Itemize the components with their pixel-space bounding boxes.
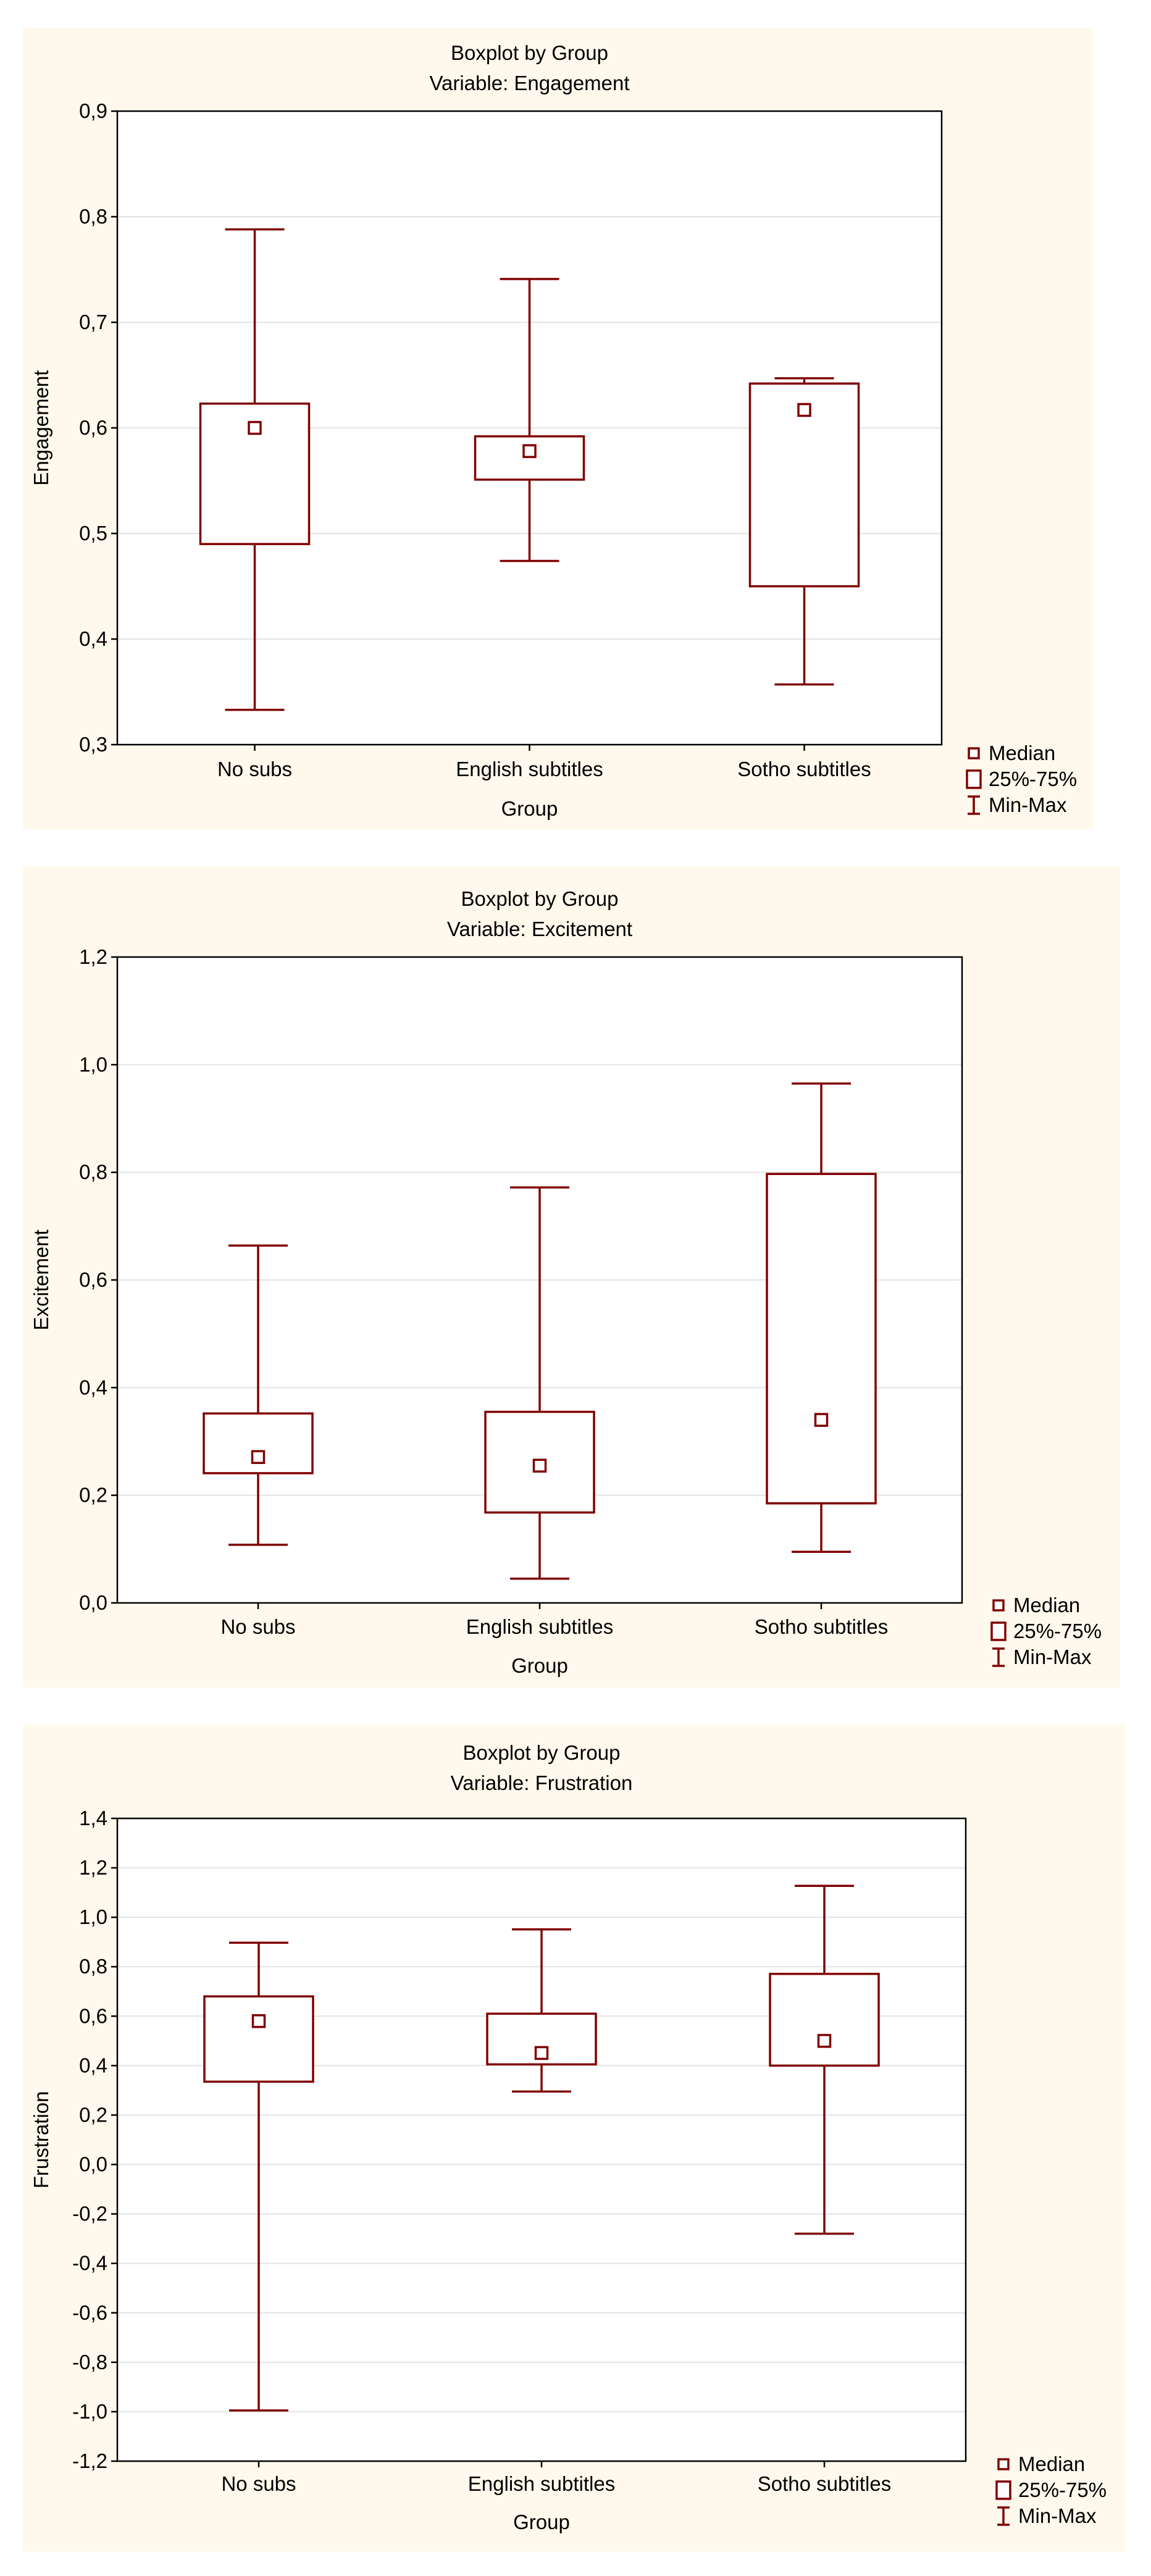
iqr-box [769, 1973, 880, 2067]
y-tick-label: 0,6 [79, 2004, 107, 2027]
y-tick-label: 0,8 [79, 1161, 107, 1184]
box-2 [766, 1082, 877, 1553]
category-label: English subtitles [466, 1615, 613, 1638]
y-axis-label: Frustration [30, 2091, 52, 2189]
y-tick-label: 0,3 [79, 733, 107, 756]
box-1 [484, 1186, 595, 1580]
chart-subtitle: Variable: Frustration [451, 1771, 633, 1794]
category-label: Sotho subtitles [755, 1615, 888, 1638]
y-tick-label: -0,2 [72, 2202, 107, 2225]
box-0 [203, 1941, 314, 2412]
plot-area [117, 1818, 966, 2461]
y-tick-label: 0,2 [79, 2103, 107, 2126]
median-marker [817, 2034, 832, 2048]
y-tick-label: 0,6 [79, 1268, 107, 1291]
category-label: English subtitles [456, 758, 603, 780]
legend-box-label: 25%-75% [1018, 2478, 1107, 2501]
y-tick-label: 0,4 [79, 2054, 107, 2076]
frustration-boxplot: -1,2 -1,0 -0,8 -0,6 -0,4 -0,2 0,0 0,2 0,4 0,6 0,8 1… [23, 1725, 1126, 2552]
median-marker [248, 420, 262, 435]
y-axis-label: Excitement [30, 1229, 52, 1330]
y-tick-label: 0,9 [79, 99, 107, 122]
legend-median-icon [968, 747, 980, 759]
y-tick-label: 1,0 [79, 1905, 107, 1928]
excitement-boxplot: 0,0 0,2 0,4 0,6 0,8 1,0 1,2 No subs English subt… [23, 866, 1120, 1687]
y-tick-label: -0,4 [72, 2252, 107, 2275]
median-marker [534, 2046, 549, 2060]
median-marker [522, 444, 537, 458]
median-marker [251, 1450, 266, 1465]
box-0 [203, 1244, 314, 1546]
y-tick-label: -0,6 [72, 2301, 107, 2324]
chart-title: Boxplot by Group [451, 41, 608, 64]
median-marker [532, 1458, 547, 1473]
legend-median-label: Median [1018, 2453, 1085, 2475]
y-tick-label: 1,2 [79, 1856, 107, 1879]
iqr-box [766, 1173, 877, 1505]
legend: Median 25%-75% Min-Max [966, 742, 1077, 816]
legend-median-icon [992, 1599, 1005, 1612]
x-axis-label: Group [511, 1654, 568, 1677]
chart-subtitle: Variable: Excitement [447, 918, 632, 940]
engagement-boxplot: 0,3 0,4 0,5 0,6 0,7 0,8 0,9 No subs English subt… [23, 28, 1093, 829]
y-tick-label: -1,0 [72, 2400, 107, 2423]
box-1 [486, 1928, 597, 2093]
median-marker [814, 1413, 829, 1427]
legend-minmax-label: Min-Max [1013, 1646, 1092, 1668]
y-tick-label: 0,4 [79, 1376, 107, 1399]
y-tick-label: -0,8 [72, 2351, 107, 2373]
category-label: English subtitles [468, 2472, 615, 2495]
y-tick-label: -1,2 [72, 2449, 107, 2472]
legend: Median 25%-75% Min-Max [995, 2453, 1107, 2527]
y-axis-label: Engagement [30, 370, 52, 485]
y-tick-label: 0,8 [79, 205, 107, 228]
chart-title: Boxplot by Group [461, 887, 619, 910]
legend-median-label: Median [989, 742, 1055, 764]
legend-median-icon [997, 2458, 1010, 2470]
y-tick-label: 0,0 [79, 2153, 107, 2176]
legend-box-icon [966, 769, 982, 789]
y-tick-label: 0,5 [79, 522, 107, 545]
iqr-box [203, 1995, 314, 2083]
chart-title: Boxplot by Group [463, 1741, 621, 1764]
category-label: No subs [221, 2472, 296, 2495]
chart-subtitle: Variable: Engagement [429, 72, 629, 94]
legend-minmax-label: Min-Max [989, 793, 1067, 816]
legend-box-icon [990, 1621, 1007, 1641]
box-0 [199, 228, 311, 711]
legend-minmax-label: Min-Max [1018, 2504, 1097, 2527]
y-tick-label: 0,0 [79, 1591, 107, 1614]
legend-box-icon [995, 2480, 1011, 2500]
iqr-box [748, 382, 860, 588]
x-axis-label: Group [513, 2511, 570, 2533]
median-marker [797, 403, 811, 417]
box-1 [474, 278, 585, 562]
category-label: Sotho subtitles [758, 2472, 891, 2495]
median-marker [251, 2014, 266, 2028]
y-tick-label: 0,7 [79, 311, 107, 333]
box-2 [769, 1884, 880, 2235]
iqr-box [203, 1412, 314, 1474]
legend-median-label: Median [1013, 1594, 1080, 1616]
box-2 [748, 377, 860, 686]
x-axis-label: Group [501, 797, 558, 820]
y-tick-label: 0,6 [79, 416, 107, 439]
category-label: No subs [217, 758, 292, 780]
category-label: No subs [220, 1615, 295, 1638]
legend-box-label: 25%-75% [989, 767, 1077, 790]
legend: Median 25%-75% Min-Max [990, 1594, 1102, 1668]
y-tick-label: 0,8 [79, 1955, 107, 1978]
y-tick-label: 1,4 [79, 1807, 107, 1830]
y-tick-label: 0,2 [79, 1484, 107, 1507]
legend-box-label: 25%-75% [1013, 1620, 1102, 1642]
y-tick-label: 1,0 [79, 1053, 107, 1076]
y-tick-label: 1,2 [79, 945, 107, 968]
y-tick-label: 0,4 [79, 627, 107, 650]
category-label: Sotho subtitles [737, 758, 871, 780]
